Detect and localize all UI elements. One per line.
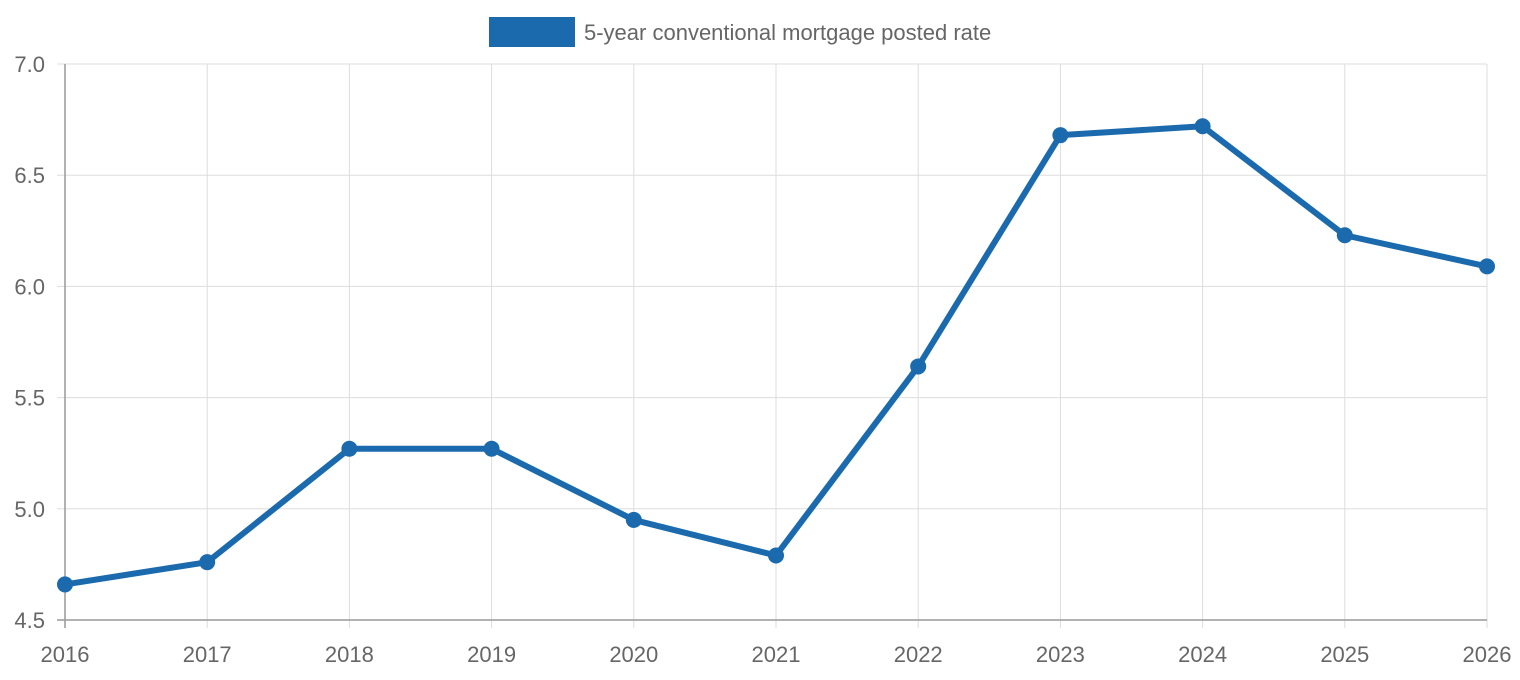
data-point[interactable] <box>1052 127 1069 144</box>
x-tick-label: 2022 <box>894 642 943 667</box>
y-tick-label: 7.0 <box>14 52 45 77</box>
y-tick-label: 4.5 <box>14 608 45 633</box>
x-tick-label: 2016 <box>41 642 90 667</box>
data-point[interactable] <box>625 511 642 528</box>
x-tick-label: 2024 <box>1178 642 1227 667</box>
x-tick-label: 2018 <box>325 642 374 667</box>
legend-swatch[interactable] <box>489 17 575 47</box>
x-tick-label: 2023 <box>1036 642 1085 667</box>
series-layer <box>57 118 1495 593</box>
x-tick-labels: 2016 2017 2018 2019 2020 2021 2022 2023 2024 2025… <box>41 642 1512 667</box>
data-point[interactable] <box>57 576 73 593</box>
x-tick-label: 2021 <box>752 642 801 667</box>
data-point[interactable] <box>1336 227 1353 244</box>
y-tick-label: 5.5 <box>14 386 45 411</box>
data-point[interactable] <box>199 554 216 571</box>
data-point[interactable] <box>1479 258 1495 275</box>
legend[interactable]: 5-year conventional mortgage posted rate <box>489 17 991 47</box>
x-gridlines <box>64 64 1488 628</box>
data-point[interactable] <box>1194 118 1211 135</box>
legend-label[interactable]: 5-year conventional mortgage posted rate <box>584 20 991 45</box>
x-tick-label: 2026 <box>1463 642 1512 667</box>
data-point[interactable] <box>910 358 927 375</box>
y-tick-label: 6.5 <box>14 163 45 188</box>
y-tick-label: 6.0 <box>14 274 45 299</box>
y-gridlines <box>57 63 1487 621</box>
x-tick-label: 2017 <box>183 642 232 667</box>
y-tick-label: 5.0 <box>14 497 45 522</box>
y-tick-labels: 4.5 5.0 5.5 6.0 6.5 7.0 <box>14 52 45 633</box>
x-tick-label: 2025 <box>1320 642 1369 667</box>
data-point[interactable] <box>483 440 500 457</box>
x-tick-label: 2020 <box>609 642 658 667</box>
data-point[interactable] <box>768 547 784 564</box>
data-point[interactable] <box>341 440 358 457</box>
x-tick-label: 2019 <box>467 642 516 667</box>
